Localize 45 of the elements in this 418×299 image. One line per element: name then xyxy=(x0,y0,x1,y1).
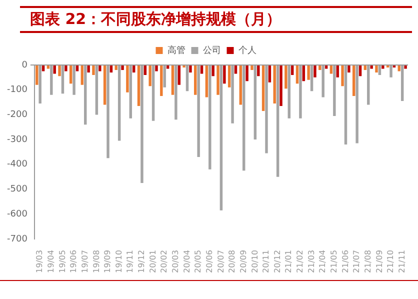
y-tick-label: -600 xyxy=(6,209,28,220)
y-tick-label: -100 xyxy=(6,85,28,96)
x-tick-label: 20/01 xyxy=(148,250,158,274)
x-tick-label: 20/10 xyxy=(250,250,260,274)
y-tick-label: 0 xyxy=(22,60,28,70)
x-tick-label: 19/07 xyxy=(80,250,90,274)
x-tick-label: 19/08 xyxy=(92,250,101,274)
x-tick-label: 19/09 xyxy=(103,250,112,274)
x-tick-label: 21/05 xyxy=(329,250,338,274)
x-tick-label: 19/05 xyxy=(58,250,67,274)
x-tick-label: 19/12 xyxy=(137,250,146,274)
y-tick-label: -500 xyxy=(6,184,28,195)
legend-label: 高管 xyxy=(167,44,186,56)
x-tick-label: 20/04 xyxy=(182,250,192,274)
x-tick-label: 20/07 xyxy=(216,250,226,274)
y-tick-label: -700 xyxy=(6,234,28,244)
chart-title: 图表 22：不同股东净增持规模（月） xyxy=(30,10,282,29)
x-tick-label: 20/12 xyxy=(272,250,282,274)
legend-label: 公司 xyxy=(202,44,221,56)
x-tick-label: 21/10 xyxy=(386,250,396,274)
x-tick-label: 19/04 xyxy=(46,250,56,274)
x-tick-label: 21/03 xyxy=(306,250,316,274)
x-tick-label: 20/08 xyxy=(228,250,237,274)
x-tick-label: 21/07 xyxy=(352,250,362,274)
y-tick-label: -200 xyxy=(6,110,28,120)
y-tick-label: -300 xyxy=(6,134,28,145)
x-tick-label: 20/03 xyxy=(171,250,180,274)
x-tick-label: 19/11 xyxy=(126,250,135,274)
x-tick-label: 21/02 xyxy=(296,250,305,274)
y-tick-label: -400 xyxy=(6,160,28,170)
x-tick-label: 21/01 xyxy=(284,250,294,274)
x-tick-label: 20/06 xyxy=(204,250,214,274)
x-tick-label: 19/10 xyxy=(114,250,124,274)
x-tick-label: 21/08 xyxy=(363,250,372,274)
x-tick-label: 20/11 xyxy=(262,250,271,274)
x-tick-label: 21/04 xyxy=(318,250,328,274)
x-tick-label: 20/02 xyxy=(160,250,169,274)
x-tick-label: 21/09 xyxy=(374,250,384,274)
legend-label: 个人 xyxy=(238,44,256,56)
x-tick-label: 19/06 xyxy=(69,250,78,274)
x-tick-label: 20/09 xyxy=(238,250,248,274)
x-tick-label: 21/11 xyxy=(397,250,406,274)
x-tick-label: 21/06 xyxy=(340,250,350,274)
x-tick-label: 20/05 xyxy=(194,250,203,274)
x-tick-label: 19/03 xyxy=(35,250,44,274)
